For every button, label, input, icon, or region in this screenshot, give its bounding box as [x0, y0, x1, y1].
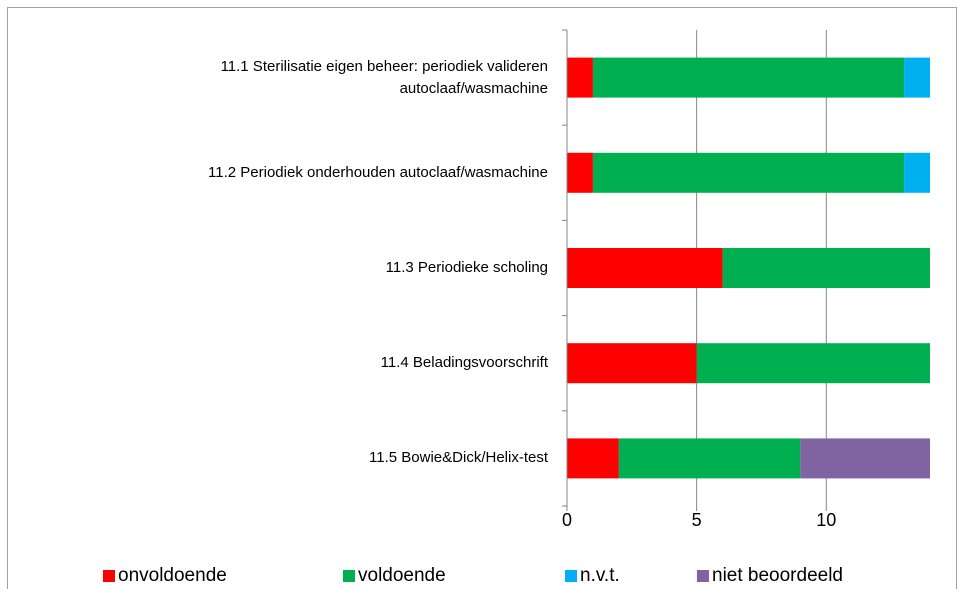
legend-swatch — [103, 570, 115, 582]
bar-segment — [904, 57, 930, 98]
bar-segment — [592, 152, 905, 193]
bar-segment — [904, 152, 930, 193]
category-label: 11.2 Periodiek onderhouden autoclaaf/was… — [208, 163, 548, 181]
bar-segment — [567, 152, 593, 193]
bar-segment — [567, 248, 723, 288]
x-tick-label: 0 — [562, 510, 572, 530]
bar-segment — [800, 438, 930, 479]
category-label: 11.3 Periodieke scholing — [385, 259, 548, 276]
legend-swatch — [697, 570, 709, 582]
legend-label: n.v.t. — [580, 565, 620, 586]
bar-segment — [567, 343, 697, 384]
category-label: 11.4 Beladingsvoorschrift — [380, 354, 548, 372]
bar-segment — [696, 343, 930, 384]
legend-swatch — [565, 570, 577, 582]
x-tick-label: 5 — [692, 510, 702, 530]
chart-border — [7, 7, 957, 589]
bar-segment — [567, 438, 619, 479]
legend-label: niet beoordeeld — [712, 565, 843, 586]
legend-swatch — [343, 570, 355, 582]
legend-label: onvoldoende — [118, 565, 227, 586]
category-label: 11.5 Bowie&Dick/Helix-test — [369, 449, 548, 467]
bar-segment — [592, 57, 905, 98]
x-tick-label: 10 — [816, 510, 836, 530]
bar-segment — [618, 438, 801, 479]
bar-segment — [567, 57, 593, 98]
category-label: 11.1 Sterilisatie eigen beheer: periodie… — [220, 57, 548, 97]
legend-label: voldoende — [358, 565, 446, 586]
bar-segment — [722, 248, 930, 288]
